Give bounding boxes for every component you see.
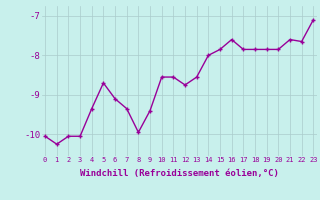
X-axis label: Windchill (Refroidissement éolien,°C): Windchill (Refroidissement éolien,°C) (80, 169, 279, 178)
